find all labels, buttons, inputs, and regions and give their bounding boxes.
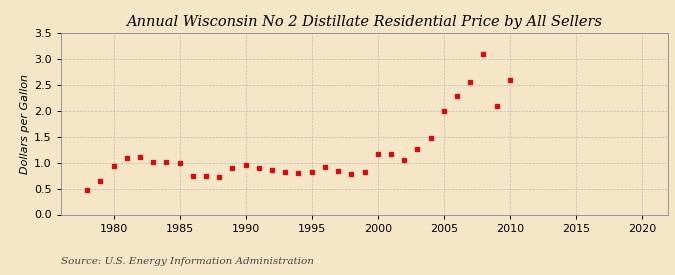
- Title: Annual Wisconsin No 2 Distillate Residential Price by All Sellers: Annual Wisconsin No 2 Distillate Residen…: [126, 15, 603, 29]
- Text: Source: U.S. Energy Information Administration: Source: U.S. Energy Information Administ…: [61, 257, 314, 266]
- Y-axis label: Dollars per Gallon: Dollars per Gallon: [20, 74, 30, 174]
